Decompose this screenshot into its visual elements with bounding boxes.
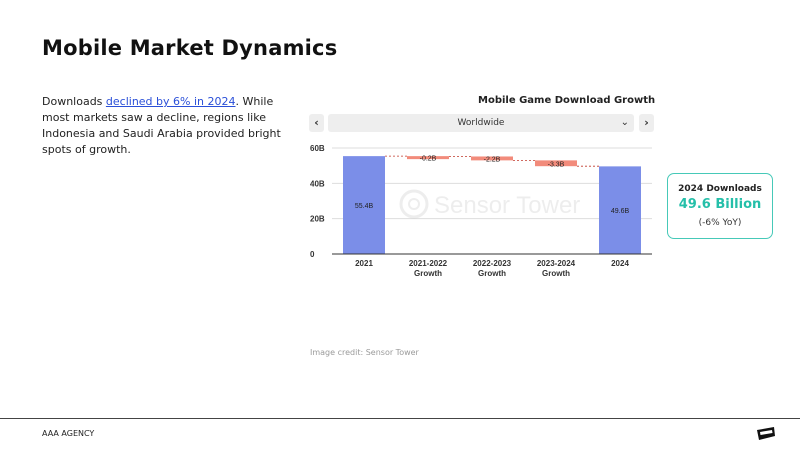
grid-layer (332, 147, 652, 220)
sensor-tower-icon-inner (408, 198, 420, 210)
chart-title: Mobile Game Download Growth (478, 95, 656, 106)
bar-0 (343, 156, 385, 254)
chevron-down-icon: ⌄ (620, 117, 629, 128)
region-select-label: Worldwide (457, 118, 505, 128)
sensor-tower-icon (399, 189, 429, 219)
x-tick-label: Growth (478, 269, 506, 278)
footer-divider (0, 418, 800, 419)
data-labels: 55.4B -0.2B -2.2B -3.3B 49.6B (355, 156, 630, 216)
watermark: Sensor Tower (399, 189, 580, 219)
x-tick-label: 2021 (355, 259, 373, 268)
x-tick-label: Growth (414, 269, 442, 278)
data-label: 55.4B (355, 203, 374, 210)
declined-link[interactable]: declined by 6% in 2024 (105, 95, 236, 108)
callout-value: 49.6 Billion (678, 197, 762, 212)
callout-label: 2024 Downloads (678, 184, 762, 194)
x-tick-label: 2024 (611, 259, 629, 268)
body-text-end: . While most markets saw a decline, regi… (42, 95, 281, 156)
body-paragraph: Downloads declined by 6% in 2024. While … (42, 94, 282, 158)
bar-1 (407, 156, 449, 160)
callout-yoy: (-6% YoY) (698, 218, 742, 228)
waterfall-chart: Sensor Tower 60B 40B 20B 0 55.4B -0.2B -2.2B -… (310, 144, 652, 278)
agency-logo-icon (757, 427, 775, 440)
bar-4 (599, 166, 641, 254)
x-tick-label: 2023-2024 (537, 259, 576, 268)
x-tick-label: Growth (542, 269, 570, 278)
y-tick-label: 0 (310, 250, 315, 259)
data-label: -3.3B (548, 161, 565, 168)
page-title: Mobile Market Dynamics (42, 36, 338, 60)
body-text-start: Downloads (42, 95, 106, 108)
prev-button[interactable]: ‹ (309, 114, 324, 132)
x-axis-ticks: 2021 2021-2022Growth2022-2023Growth2023-2… (355, 259, 629, 278)
y-tick-label: 20B (310, 215, 325, 224)
image-credit: Image credit: Sensor Tower (310, 348, 419, 357)
region-select[interactable]: Worldwide ⌄ (328, 114, 634, 132)
footer-agency: AAA AGENCY (42, 429, 95, 438)
data-label: 49.6B (611, 208, 630, 215)
watermark-text: Sensor Tower (434, 192, 580, 219)
next-button[interactable]: › (639, 114, 654, 132)
y-tick-label: 60B (310, 144, 325, 153)
x-tick-label: 2021-2022 (409, 259, 448, 268)
y-tick-label: 40B (310, 179, 325, 188)
bars (343, 155, 641, 254)
y-axis-ticks: 60B 40B 20B 0 (310, 144, 325, 259)
data-label: -0.2B (420, 156, 437, 163)
bar-3 (535, 160, 577, 167)
x-tick-label: 2022-2023 (473, 259, 512, 268)
data-label: -2.2B (484, 156, 501, 163)
downloads-callout: 2024 Downloads 49.6 Billion (-6% YoY) (667, 173, 773, 239)
bar-2 (471, 156, 513, 161)
